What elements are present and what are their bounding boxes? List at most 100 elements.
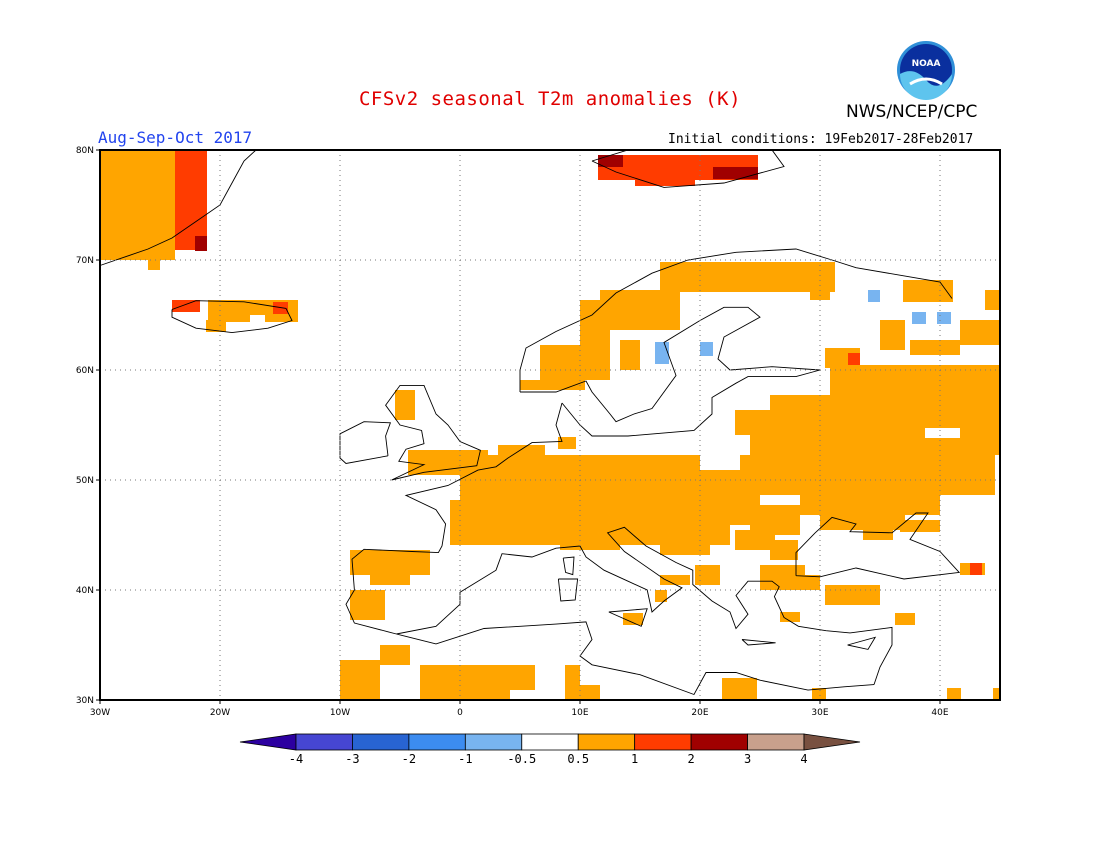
anomaly-cell (993, 688, 1000, 700)
noaa-logo-text: NOAA (912, 59, 941, 69)
colorbar-box (803, 733, 861, 751)
anomaly-cell (790, 575, 820, 590)
anomaly-cell (713, 167, 758, 179)
lat-tick-label: 80N (76, 146, 94, 156)
anomaly-cell (565, 665, 580, 700)
anomaly-cell (880, 320, 905, 350)
anomaly-cell (340, 660, 380, 700)
anomaly-cell (600, 290, 680, 330)
anomaly-cell (660, 540, 710, 555)
coastline (608, 608, 648, 627)
colorbar-box (464, 733, 523, 751)
lon-tick-label: 10E (571, 708, 588, 718)
anomaly-cell (700, 455, 740, 470)
agency-label: NWS/NCEP/CPC (846, 102, 978, 122)
lon-tick-label: 30W (90, 708, 110, 718)
anomaly-cell (250, 315, 265, 325)
anomaly-cell (100, 150, 175, 260)
colorbar-box (634, 733, 692, 751)
anomaly-cell (985, 290, 1000, 310)
coastline (562, 556, 575, 576)
season-label: Aug-Sep-Oct 2017 (98, 128, 253, 147)
anomaly-cell (148, 258, 160, 270)
anomaly-cell (722, 678, 757, 700)
colorbar-label: -2 (402, 752, 416, 766)
colorbar-box (521, 733, 579, 751)
anomaly-cell (947, 688, 961, 700)
colorbar-labels: -4 -3 -2 -1 -0.5 0.5 1 2 3 4 (289, 752, 808, 766)
colorbar-label: 3 (744, 752, 751, 766)
graticule (100, 150, 1000, 700)
colorbar-label: 2 (687, 752, 694, 766)
colorbar-box (239, 733, 297, 751)
initial-conditions-label: Initial conditions: 19Feb2017-28Feb2017 (668, 132, 974, 147)
coastline (396, 526, 893, 685)
anomaly-cell (380, 645, 410, 665)
anomaly-cell (825, 585, 880, 605)
anomaly-cell (520, 380, 550, 390)
colorbar-box (408, 733, 466, 751)
coastline (520, 306, 821, 437)
coastline (795, 512, 961, 580)
colorbar-box (577, 733, 636, 751)
colorbar-box (690, 733, 748, 751)
anomaly-cell (623, 613, 643, 625)
axis-ticks: 80N 70N 60N 50N 40N 30N 30W 20W 10W 0 10E 20E 30E 40E (76, 146, 949, 718)
noaa-logo: NOAA (897, 41, 955, 100)
lat-tick-label: 50N (76, 476, 94, 486)
coastline (385, 384, 481, 481)
anomaly-cell (895, 613, 915, 625)
anomaly-cell (960, 320, 1000, 345)
anomaly-cells (100, 150, 1000, 700)
anomaly-cell (660, 262, 835, 292)
coastline (339, 421, 392, 464)
lon-tick-label: 0 (457, 708, 463, 718)
anomaly-cell (558, 437, 576, 449)
colorbar-box (747, 733, 805, 751)
anomaly-cell (830, 365, 1000, 400)
anomaly-cell (812, 688, 826, 700)
chart-title: CFSv2 seasonal T2m anomalies (K) (358, 88, 742, 110)
coastline (519, 248, 953, 392)
lat-tick-label: 40N (76, 586, 94, 596)
anomaly-cell (420, 665, 510, 700)
colorbar-label: -4 (289, 752, 303, 766)
anomaly-cell (770, 540, 798, 560)
colorbar-boxes (239, 733, 861, 751)
anomaly-cell (770, 395, 1000, 430)
anomaly-cell (580, 300, 600, 340)
anomaly-cell (910, 340, 960, 355)
colorbar-label: 1 (631, 752, 638, 766)
anomaly-cell (740, 455, 995, 495)
lon-tick-label: 10W (330, 708, 350, 718)
coastline (557, 578, 579, 602)
anomaly-cell (970, 563, 982, 575)
colorbar-label: -3 (345, 752, 359, 766)
lat-tick-label: 70N (76, 256, 94, 266)
coastline (741, 639, 776, 646)
anomaly-cell (580, 685, 600, 700)
anomaly-cell (598, 155, 623, 167)
anomaly-cell (848, 353, 860, 365)
anomaly-cell (195, 236, 207, 251)
lon-tick-label: 20W (210, 708, 230, 718)
anomaly-cell (695, 565, 720, 585)
coastline (345, 402, 563, 635)
anomaly-cell (620, 340, 640, 370)
coastline (99, 149, 257, 266)
anomaly-cell (350, 590, 385, 620)
anomaly-cell (370, 575, 410, 585)
coastline (396, 621, 875, 696)
map-frame (99, 149, 1001, 701)
anomaly-cell (655, 590, 667, 602)
coastline (847, 636, 877, 650)
anomaly-cell (735, 530, 775, 550)
coastlines (99, 149, 961, 696)
anomaly-cell (660, 575, 690, 585)
anomaly-cell (900, 520, 940, 532)
colorbar-box (295, 733, 353, 751)
anomaly-cell (700, 342, 713, 356)
anomaly-cell (780, 612, 800, 622)
anomaly-cell (408, 450, 488, 475)
